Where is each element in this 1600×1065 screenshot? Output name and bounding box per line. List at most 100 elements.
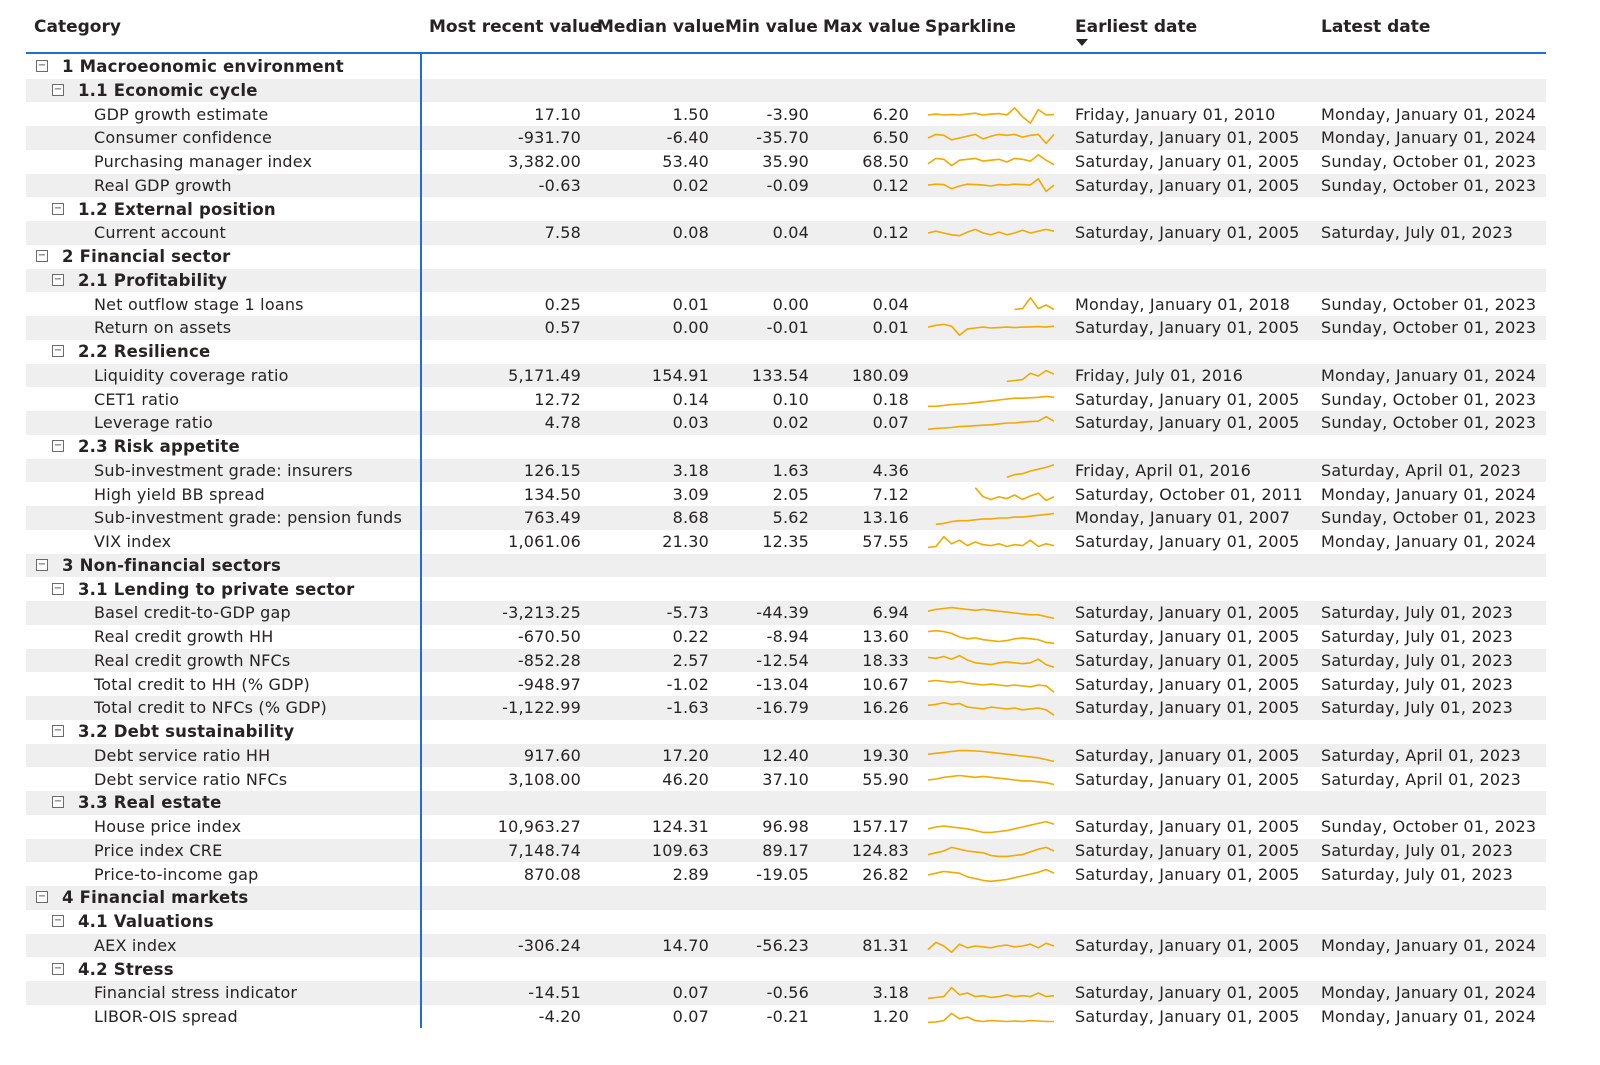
table-row[interactable]: Price index CRE 7,148.74 109.63 89.17 124.83… (26, 838, 1546, 863)
cell-max-value: 6.50 (872, 128, 909, 148)
table-row[interactable]: Liquidity coverage ratio 5,171.49 154.91 13… (26, 363, 1546, 388)
table-row[interactable]: Financial stress indicator -14.51 0.07 -0.5… (26, 981, 1546, 1005)
table-row[interactable]: Consumer confidence -931.70 -6.40 -35.70 6.5… (26, 126, 1546, 150)
cell-max-value: 81.31 (862, 935, 909, 955)
cell-max-value: 68.50 (862, 152, 909, 171)
row-category-label: Debt service ratio HH (94, 745, 271, 765)
group-row[interactable]: − 2.2 Resilience (26, 340, 1546, 364)
sparkline-chart (927, 177, 1055, 192)
header-sparkline[interactable]: Sparkline (925, 17, 1016, 37)
table-row[interactable]: High yield BB spread 134.50 3.09 2.05 7.12 Sa… (26, 483, 1546, 507)
header-latest-date[interactable]: Latest date (1321, 17, 1431, 37)
table-row[interactable]: Real credit growth HH -670.50 0.22 -8.94 13.… (26, 625, 1546, 649)
collapse-toggle-icon[interactable]: − (52, 915, 64, 927)
sparkline-chart (927, 702, 1055, 717)
sort-descending-icon[interactable] (1076, 39, 1088, 46)
group-label: 1.2 External position (78, 199, 276, 219)
row-category-label: Net outflow stage 1 loans (94, 294, 304, 314)
collapse-toggle-icon[interactable]: − (52, 83, 64, 96)
table-row[interactable]: Price-to-income gap 870.08 2.89 -19.05 26.82… (26, 863, 1546, 887)
table-row[interactable]: Sub-investment grade: pension funds 763.4… (26, 506, 1546, 530)
sparkline-chart (927, 535, 1055, 549)
header-earliest-date[interactable]: Earliest date (1075, 17, 1198, 37)
collapse-toggle-icon[interactable]: − (36, 60, 48, 72)
header-min-value[interactable]: Min value (725, 17, 818, 37)
group-row[interactable]: − 3.3 Real estate (26, 791, 1546, 815)
cell-most-recent-value: 5,171.49 (508, 365, 581, 385)
collapse-toggle-icon[interactable]: − (36, 558, 48, 571)
cell-min-value: 12.35 (762, 532, 809, 551)
group-row[interactable]: − 4.1 Valuations (26, 910, 1546, 934)
cell-max-value: 180.09 (851, 365, 909, 385)
cell-min-value: 133.54 (751, 365, 809, 385)
header-category[interactable]: Category (34, 17, 121, 37)
group-row[interactable]: − 1 Macroeonomic environment (26, 55, 1546, 79)
group-row[interactable]: − 1.2 External position (26, 198, 1546, 222)
cell-median-value: 0.03 (672, 413, 709, 433)
table-row[interactable]: CET1 ratio 12.72 0.14 0.10 0.18 Saturday, Jan… (26, 388, 1546, 412)
header-median-value[interactable]: Median value (597, 17, 725, 37)
table-row[interactable]: Debt service ratio HH 917.60 17.20 12.40 19.… (26, 743, 1546, 768)
sparkline-series (927, 702, 1055, 717)
group-label: 1 Macroeonomic environment (62, 57, 344, 76)
group-row[interactable]: − 3.1 Lending to private sector (26, 578, 1546, 602)
group-row[interactable]: − 1.1 Economic cycle (26, 78, 1546, 103)
collapse-toggle-icon[interactable]: − (52, 440, 64, 452)
table-row[interactable]: Real credit growth NFCs -852.28 2.57 -12.54… (26, 648, 1546, 673)
collapse-toggle-icon[interactable]: − (52, 796, 64, 809)
collapse-toggle-icon[interactable]: − (52, 202, 64, 215)
cell-median-value: 0.07 (672, 983, 709, 1003)
table-row[interactable]: Total credit to HH (% GDP) -948.97 -1.02 -1… (26, 673, 1546, 697)
header-max-value[interactable]: Max value (823, 17, 921, 37)
table-row[interactable]: Current account 7.58 0.08 0.04 0.12 Saturday,… (26, 221, 1546, 245)
group-row[interactable]: − 2.3 Risk appetite (26, 435, 1546, 459)
cell-min-value: 0.02 (772, 413, 809, 433)
cell-latest-date: Sunday, October 01, 2023 (1321, 508, 1537, 528)
header-most-recent-value[interactable]: Most recent value (429, 17, 602, 37)
collapse-toggle-icon[interactable]: − (52, 273, 64, 286)
table-row[interactable]: Debt service ratio NFCs 3,108.00 46.20 37.1… (26, 768, 1546, 792)
collapse-toggle-icon[interactable]: − (52, 345, 64, 357)
sparkline-chart (974, 486, 1055, 501)
cell-most-recent-value: 917.60 (523, 745, 581, 765)
collapse-toggle-icon[interactable]: − (52, 962, 64, 975)
collapse-toggle-icon[interactable]: − (36, 891, 48, 904)
group-row[interactable]: − 4 Financial markets (26, 886, 1546, 910)
table-row[interactable]: Return on assets 0.57 0.00 -0.01 0.01 Saturda… (26, 316, 1546, 340)
table-row[interactable]: House price index 10,963.27 124.31 96.98 157… (26, 815, 1546, 839)
table-row[interactable]: LIBOR-OIS spread -4.20 0.07 -0.21 1.20 Saturd… (26, 1005, 1546, 1029)
collapse-toggle-icon[interactable]: − (52, 582, 64, 595)
cell-median-value: 0.14 (672, 389, 709, 409)
table-row[interactable]: Total credit to NFCs (% GDP) -1,122.99 -1.… (26, 696, 1546, 720)
cell-max-value: 6.94 (872, 603, 909, 623)
table-row[interactable]: Leverage ratio 4.78 0.03 0.02 0.07 Saturday, … (26, 411, 1546, 435)
table-row[interactable]: AEX index -306.24 14.70 -56.23 81.31 Saturday… (26, 933, 1546, 958)
table-row[interactable]: Real GDP growth -0.63 0.02 -0.09 0.12 Saturda… (26, 173, 1546, 198)
cell-latest-date: Saturday, July 01, 2023 (1321, 627, 1513, 646)
group-row[interactable]: − 4.2 Stress (26, 958, 1546, 982)
cell-max-value: 16.26 (862, 698, 909, 718)
table-row[interactable]: Basel credit-to-GDP gap -3,213.25 -5.73 -44… (26, 601, 1546, 625)
table-row[interactable]: GDP growth estimate 17.10 1.50 -3.90 6.20 Fri… (26, 103, 1546, 127)
table-row[interactable]: Purchasing manager index 3,382.00 53.40 35.… (26, 150, 1546, 174)
group-row[interactable]: − 3.2 Debt sustainability (26, 720, 1546, 744)
collapse-toggle-icon[interactable]: − (52, 725, 64, 737)
cell-earliest-date: Saturday, January 01, 2005 (1075, 817, 1300, 836)
group-row[interactable]: − 3 Non-financial sectors (26, 553, 1546, 578)
group-row[interactable]: − 2 Financial sector (26, 245, 1546, 269)
table-row[interactable]: VIX index 1,061.06 21.30 12.35 57.55 Saturday… (26, 530, 1546, 554)
cell-earliest-date: Saturday, January 01, 2005 (1075, 627, 1300, 646)
table-row[interactable]: Net outflow stage 1 loans 0.25 0.01 0.00 0.0… (26, 293, 1546, 317)
cell-earliest-date: Friday, July 01, 2016 (1075, 365, 1243, 385)
cell-median-value: 2.57 (672, 650, 709, 670)
group-row[interactable]: − 2.1 Profitability (26, 268, 1546, 293)
group-label: 1.1 Economic cycle (78, 80, 258, 100)
table-row[interactable]: Sub-investment grade: insurers 126.15 3.18… (26, 458, 1546, 483)
sparkline-chart (927, 323, 1055, 337)
row-category-label: High yield BB spread (94, 484, 265, 504)
row-category-label: Liquidity coverage ratio (94, 365, 289, 385)
row-category-label: VIX index (94, 532, 172, 551)
collapse-toggle-icon[interactable]: − (36, 250, 48, 262)
cell-most-recent-value: 3,108.00 (508, 769, 581, 789)
cell-median-value: -5.73 (666, 603, 709, 623)
